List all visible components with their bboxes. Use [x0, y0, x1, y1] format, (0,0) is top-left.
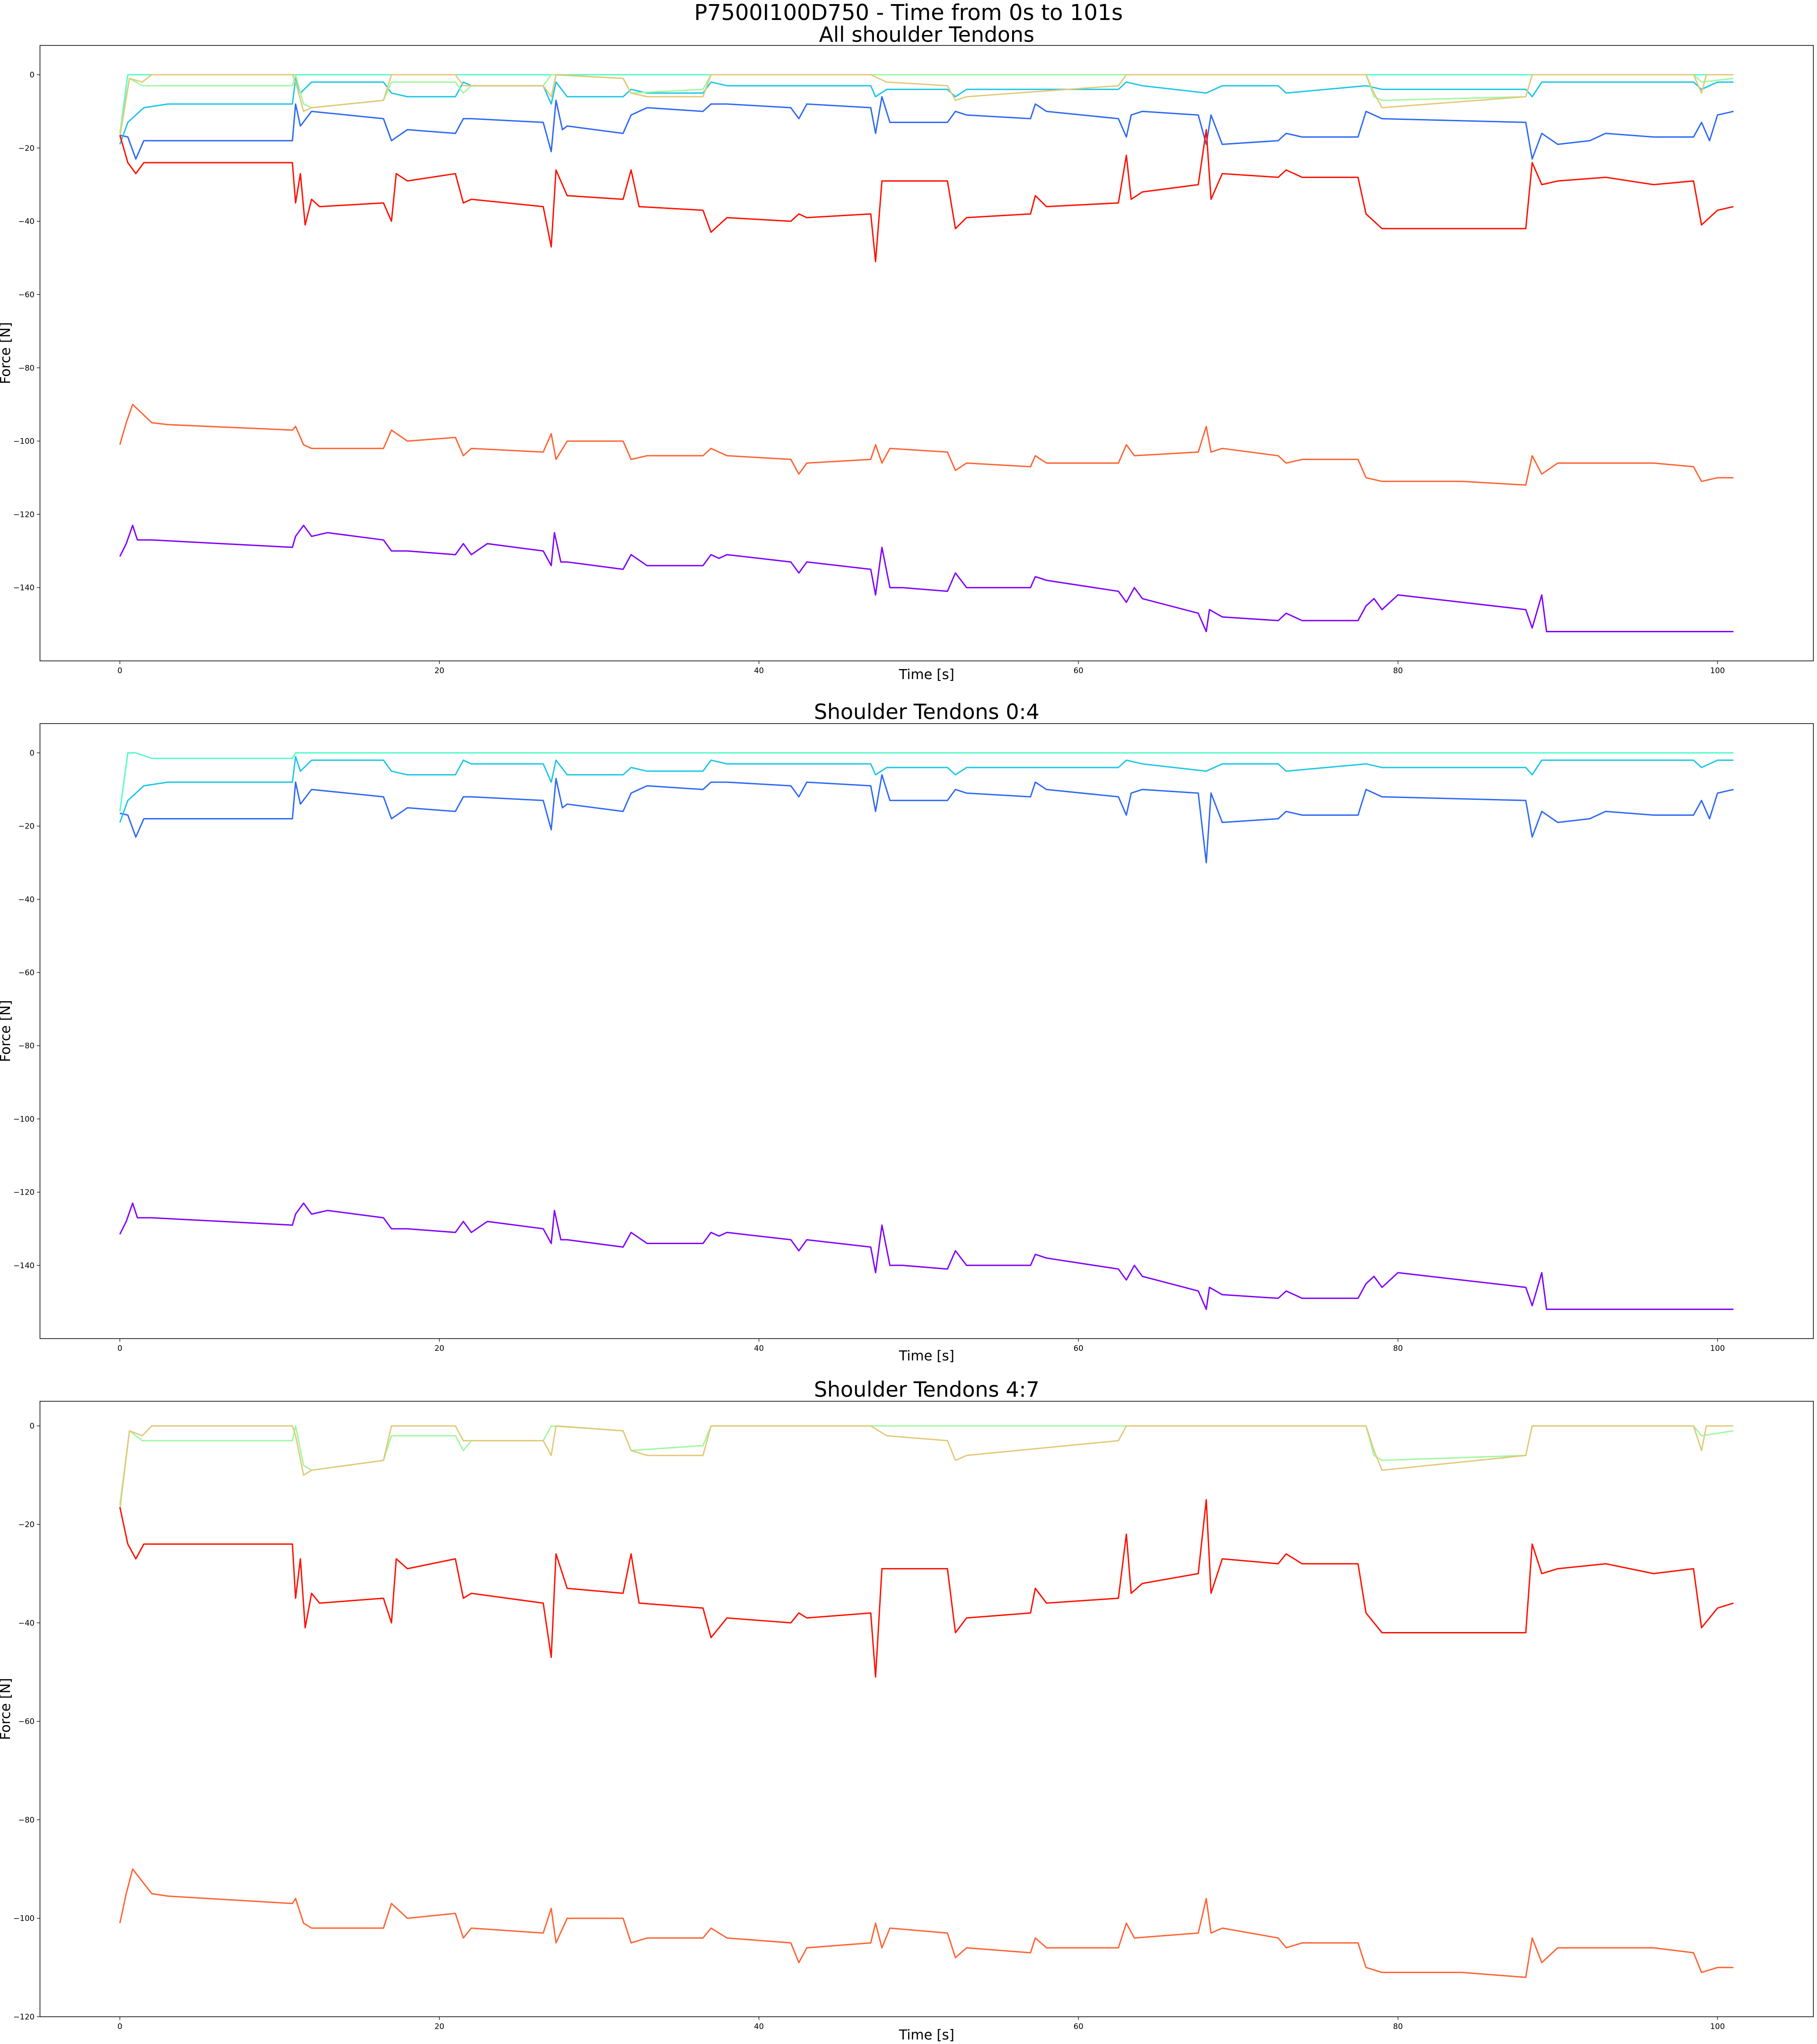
series-line-t1	[119, 774, 1734, 863]
plot-frame	[40, 45, 1814, 661]
series-line-t1	[119, 96, 1734, 160]
y-tick-label: −60	[18, 1717, 35, 1726]
series-line-t2	[119, 78, 1734, 145]
series-group	[119, 752, 1734, 1310]
y-tick-label: −100	[13, 437, 35, 446]
series-line-t0	[119, 1202, 1734, 1310]
y-tick-label: −40	[18, 895, 35, 904]
y-axis-label: Force [N]	[0, 1000, 14, 1062]
y-tick-label: −120	[13, 2013, 35, 2022]
y-tick-label: 0	[30, 71, 35, 80]
y-tick-label: −100	[13, 1914, 35, 1923]
y-tick-label: 0	[30, 749, 35, 758]
x-tick-label: 80	[1393, 2022, 1403, 2031]
y-tick-label: 0	[30, 1422, 35, 1431]
y-axis-label: Force [N]	[0, 322, 14, 384]
y-tick-label: −20	[18, 1520, 35, 1529]
x-tick-label: 100	[1710, 1344, 1725, 1353]
figure-suptitle: P7500I100D750 - Time from 0s to 101s	[694, 0, 1123, 25]
x-tick-label: 0	[117, 1344, 122, 1353]
x-tick-label: 20	[434, 1344, 444, 1353]
series-group	[119, 74, 1734, 632]
series-line-t4	[119, 1425, 1734, 1505]
chart-svg-0-4: Shoulder Tendons 0:4 0 20 40 60 80 100 0 −20 −40 −…	[0, 700, 1814, 1364]
chart-svg-all: All shoulder Tendons 0 20 40 60 80 100 0 −20 −40 −…	[0, 22, 1814, 683]
x-tick-label: 80	[1393, 1344, 1403, 1353]
y-tick-label: −20	[18, 822, 35, 831]
x-tick-label: 0	[117, 2022, 122, 2031]
series-line-t2	[119, 756, 1734, 823]
x-tick-label: 60	[1073, 1344, 1083, 1353]
x-tick-label: 80	[1393, 666, 1403, 675]
panel-title: All shoulder Tendons	[819, 22, 1034, 47]
x-tick-label: 20	[434, 666, 444, 675]
y-tick-label: −60	[18, 290, 35, 299]
series-line-t7	[119, 129, 1734, 263]
series-line-t6	[119, 1868, 1734, 1978]
x-tick-label: 20	[434, 2022, 444, 2031]
series-line-t4	[119, 74, 1734, 134]
y-tick-label: −60	[18, 968, 35, 977]
panel-title: Shoulder Tendons 4:7	[814, 1377, 1039, 1402]
x-tick-label: 60	[1073, 666, 1083, 675]
y-tick-label: −20	[18, 144, 35, 153]
x-axis-label: Time [s]	[899, 1348, 954, 1364]
y-tick-label: −80	[18, 1816, 35, 1825]
series-line-t7	[119, 1499, 1734, 1678]
x-tick-label: 40	[754, 2022, 764, 2031]
series-line-t6	[119, 403, 1734, 486]
series-line-t0	[119, 525, 1734, 632]
chart-svg-4-7: Shoulder Tendons 4:7 0 20 40 60 80 100 0 −20 −40 −…	[0, 1377, 1814, 2043]
x-tick-label: 40	[754, 1344, 764, 1353]
series-line-t3	[119, 74, 1734, 134]
x-axis-label: Time [s]	[899, 2027, 954, 2043]
y-tick-label: −120	[13, 510, 35, 519]
y-tick-label: −40	[18, 1619, 35, 1628]
plot-frame	[40, 1401, 1814, 2017]
x-tick-label: 40	[754, 666, 764, 675]
x-tick-label: 100	[1710, 666, 1725, 675]
panel-title: Shoulder Tendons 0:4	[814, 700, 1039, 724]
y-tick-label: −100	[13, 1115, 35, 1124]
series-line-t3	[119, 752, 1734, 812]
y-tick-label: −80	[18, 364, 35, 373]
y-axis-label: Force [N]	[0, 1678, 14, 1740]
y-tick-label: −80	[18, 1042, 35, 1051]
y-tick-label: −120	[13, 1188, 35, 1197]
x-axis-label: Time [s]	[899, 667, 954, 683]
y-tick-label: −140	[13, 584, 35, 593]
y-tick-label: −40	[18, 217, 35, 226]
x-tick-label: 100	[1710, 2022, 1725, 2031]
series-line-t5	[119, 74, 1734, 137]
x-tick-label: 60	[1073, 2022, 1083, 2031]
x-tick-label: 0	[117, 666, 122, 675]
series-line-t5	[119, 1425, 1734, 1510]
plot-frame	[40, 723, 1814, 1339]
series-group	[119, 1425, 1734, 1978]
y-tick-label: −140	[13, 1261, 35, 1270]
